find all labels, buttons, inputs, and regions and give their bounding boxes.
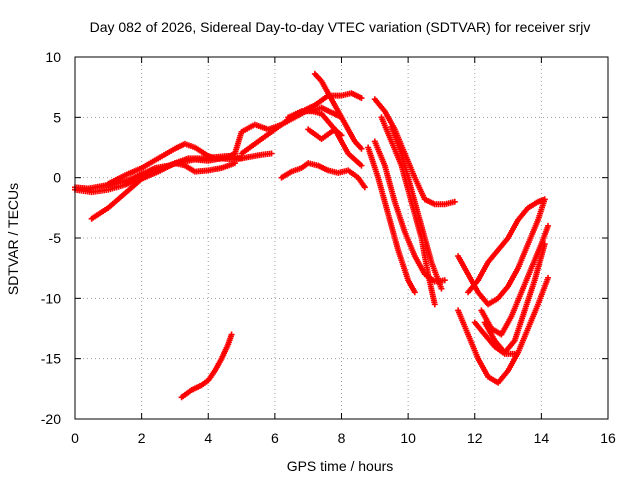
- series-sat-c: [88, 160, 238, 222]
- series-sat-f: [311, 70, 365, 152]
- series-sat-a: [72, 150, 275, 192]
- series-sat-r: [455, 274, 552, 386]
- x-tick-label: 8: [338, 430, 346, 446]
- x-tick-label: 0: [71, 430, 79, 446]
- y-axis-label: SDTVAR / TECUs: [5, 183, 21, 295]
- x-tick-label: 12: [467, 430, 483, 446]
- data-point: [541, 241, 548, 248]
- y-tick-label: 0: [53, 170, 61, 186]
- y-tick-label: -20: [41, 411, 61, 427]
- y-tick-label: 5: [53, 109, 61, 125]
- x-axis-label: GPS time / hours: [287, 458, 394, 474]
- data-point: [545, 274, 552, 281]
- series-sat-q: [481, 241, 548, 356]
- series-sat-o: [465, 196, 548, 296]
- data-point: [361, 184, 368, 191]
- data-point: [441, 277, 448, 284]
- x-tick-label: 2: [138, 430, 146, 446]
- data-point: [268, 150, 275, 157]
- data-point: [545, 222, 552, 229]
- series-sat-i: [371, 96, 458, 208]
- x-tick-label: 14: [534, 430, 550, 446]
- data-point: [541, 196, 548, 203]
- data-point: [511, 350, 518, 357]
- x-tick-label: 6: [271, 430, 279, 446]
- data-point: [451, 198, 458, 205]
- series-sat-m: [365, 144, 418, 296]
- series-sat-l: [371, 138, 448, 285]
- data-point: [358, 162, 365, 169]
- y-tick-label: -5: [49, 230, 62, 246]
- series-sat-k: [388, 123, 445, 292]
- y-tick-label: -15: [41, 351, 61, 367]
- axis-ticks: 0 2 4 6 8 10 12 14 16 -20 -15 -10 -5 0 5 10: [41, 49, 616, 446]
- series-sat-s: [471, 319, 518, 357]
- series-sat-p: [478, 222, 552, 338]
- x-tick-label: 16: [600, 430, 616, 446]
- x-tick-label: 10: [400, 430, 416, 446]
- series-sat-u: [285, 104, 345, 121]
- series-sat-t: [178, 331, 235, 401]
- data-point: [438, 285, 445, 292]
- data-points: [72, 70, 552, 401]
- y-tick-label: 10: [45, 49, 61, 65]
- series-sat-h: [278, 160, 368, 191]
- data-point: [231, 160, 238, 167]
- data-point: [338, 132, 345, 139]
- data-point: [228, 331, 235, 338]
- data-point: [431, 301, 438, 308]
- series-sat-g: [305, 126, 345, 143]
- y-tick-label: -10: [41, 290, 61, 306]
- x-tick-label: 4: [204, 430, 212, 446]
- data-point: [411, 289, 418, 296]
- data-point: [338, 114, 345, 121]
- data-point: [358, 95, 365, 102]
- chart-title: Day 082 of 2026, Sidereal Day-to-day VTE…: [90, 19, 591, 35]
- series-sat-d: [105, 107, 365, 187]
- data-point: [358, 145, 365, 152]
